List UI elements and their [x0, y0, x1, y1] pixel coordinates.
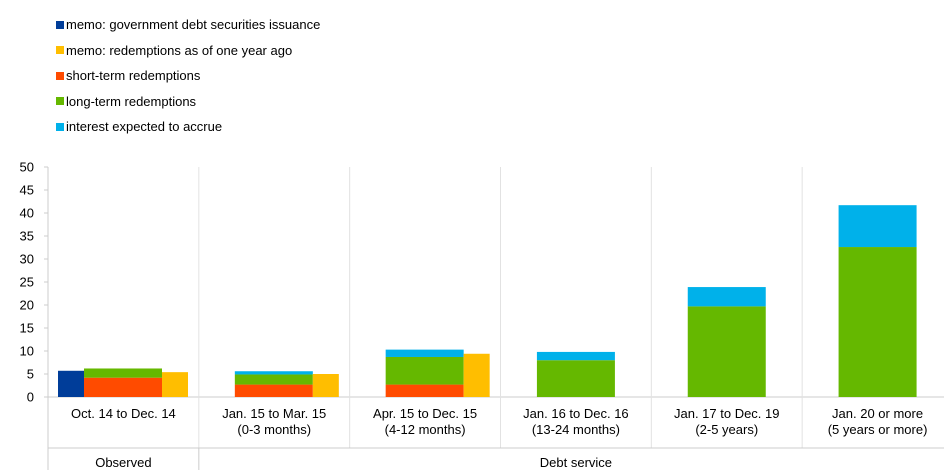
legend-label: short-term redemptions [66, 68, 201, 84]
x-category-label: Jan. 17 to Dec. 19 [674, 406, 780, 421]
legend-swatch [56, 97, 64, 106]
bar-memo-redemptions [162, 372, 188, 397]
y-tick-label: 5 [27, 367, 34, 382]
legend-item: long-term redemptions [56, 89, 320, 115]
x-category-label: (4-12 months) [385, 422, 466, 437]
bar-segment-shortterm [234, 384, 313, 397]
bar-segment-interest [385, 349, 464, 357]
bar-segment-interest [234, 371, 313, 375]
y-tick-label: 45 [20, 183, 34, 198]
y-tick-label: 30 [20, 252, 34, 267]
legend-swatch [56, 122, 64, 131]
bar-segment-shortterm [385, 384, 464, 397]
y-tick-label: 10 [20, 344, 34, 359]
x-category-label: Oct. 14 to Dec. 14 [71, 406, 176, 421]
legend-label: interest expected to accrue [66, 119, 223, 135]
bar-segment-longterm [687, 306, 766, 397]
bar-segment-shortterm [84, 377, 162, 397]
y-tick-label: 0 [27, 390, 34, 405]
bar-segment-interest [687, 287, 766, 307]
x-category-label: (13-24 months) [532, 422, 620, 437]
x-category-label: Jan. 15 to Mar. 15 [222, 406, 326, 421]
y-tick-label: 40 [20, 206, 34, 221]
bar-segment-longterm [536, 360, 615, 397]
legend-swatch [56, 71, 64, 80]
legend-label: memo: government debt securities issuanc… [66, 17, 321, 33]
bar-issuance [58, 370, 84, 397]
legend-swatch [56, 20, 64, 29]
chart-legend: memo: government debt securities issuanc… [56, 12, 320, 140]
bar-segment-longterm [234, 374, 313, 385]
y-tick-label: 20 [20, 298, 34, 313]
legend-item: short-term redemptions [56, 63, 320, 89]
bar-segment-interest [838, 205, 917, 248]
y-tick-label: 35 [20, 229, 34, 244]
x-category-label: (0-3 months) [237, 422, 311, 437]
x-category-label: Apr. 15 to Dec. 15 [373, 406, 477, 421]
legend-label: long-term redemptions [66, 93, 197, 109]
legend-label: memo: redemptions as of one year ago [66, 42, 293, 58]
legend-item: interest expected to accrue [56, 114, 320, 140]
y-tick-label: 50 [20, 160, 34, 175]
bar-segment-longterm [84, 368, 162, 378]
legend-item: memo: redemptions as of one year ago [56, 38, 320, 64]
bar-segment-interest [536, 351, 615, 361]
x-group-label: Observed [95, 455, 151, 470]
bar-memo-redemptions [463, 353, 490, 397]
bar-segment-longterm [385, 356, 464, 385]
x-category-label: Jan. 16 to Dec. 16 [523, 406, 629, 421]
x-group-label: Debt service [540, 455, 612, 470]
legend-swatch [56, 46, 64, 55]
x-category-label: (5 years or more) [828, 422, 928, 437]
bar-memo-redemptions [312, 374, 339, 397]
bar-segment-longterm [838, 247, 917, 397]
x-category-label: Jan. 20 or more [832, 406, 923, 421]
x-category-label: (2-5 years) [695, 422, 758, 437]
y-tick-label: 25 [20, 275, 34, 290]
y-tick-label: 15 [20, 321, 34, 336]
legend-item: memo: government debt securities issuanc… [56, 12, 320, 38]
